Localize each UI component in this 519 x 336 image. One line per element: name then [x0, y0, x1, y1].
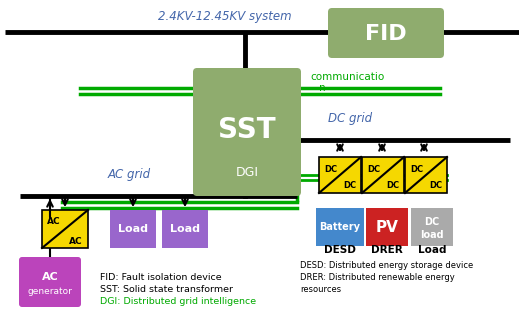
Text: DRER: DRER: [371, 245, 403, 255]
Text: Battery: Battery: [320, 222, 361, 232]
Text: communicatio: communicatio: [310, 72, 384, 82]
Text: DGI: DGI: [236, 166, 258, 178]
Text: AC: AC: [42, 272, 58, 282]
Text: Load: Load: [418, 245, 446, 255]
Bar: [405, 157, 447, 193]
Text: resources: resources: [300, 285, 341, 294]
Text: DC: DC: [367, 165, 380, 173]
Text: SST: SST: [218, 116, 276, 144]
Bar: [366, 208, 408, 246]
Text: DESD: Distributed energy storage device: DESD: Distributed energy storage device: [300, 261, 473, 270]
Text: FID: FID: [365, 24, 407, 44]
Bar: [110, 210, 156, 248]
Text: PV: PV: [376, 219, 399, 235]
Bar: [411, 208, 453, 246]
FancyBboxPatch shape: [193, 68, 301, 196]
Text: AC: AC: [47, 217, 61, 226]
FancyBboxPatch shape: [19, 257, 81, 307]
Text: DESD: DESD: [324, 245, 356, 255]
Text: n: n: [319, 83, 325, 93]
Text: Load: Load: [170, 224, 200, 234]
Bar: [162, 210, 208, 248]
Text: DRER: Distributed renewable energy: DRER: Distributed renewable energy: [300, 273, 455, 282]
Text: DC: DC: [324, 165, 337, 173]
Text: AC: AC: [70, 237, 83, 246]
Text: DC: DC: [386, 180, 399, 190]
Bar: [319, 157, 361, 193]
Text: AC grid: AC grid: [108, 168, 151, 181]
Text: Load: Load: [118, 224, 148, 234]
Text: DC: DC: [410, 165, 423, 173]
Text: generator: generator: [28, 288, 73, 296]
Text: DC: DC: [429, 180, 442, 190]
Text: FID: Fault isolation device: FID: Fault isolation device: [100, 273, 222, 282]
Bar: [362, 157, 404, 193]
Bar: [42, 210, 88, 248]
Text: DGI: Distributed grid intelligence: DGI: Distributed grid intelligence: [100, 297, 256, 306]
Text: DC grid: DC grid: [328, 112, 372, 125]
Text: load: load: [420, 230, 444, 240]
Text: 2.4KV-12.45KV system: 2.4KV-12.45KV system: [158, 10, 292, 23]
Text: DC: DC: [425, 217, 440, 227]
Bar: [316, 208, 364, 246]
Text: SST: Solid state transformer: SST: Solid state transformer: [100, 285, 233, 294]
FancyBboxPatch shape: [328, 8, 444, 58]
Text: DC: DC: [343, 180, 356, 190]
